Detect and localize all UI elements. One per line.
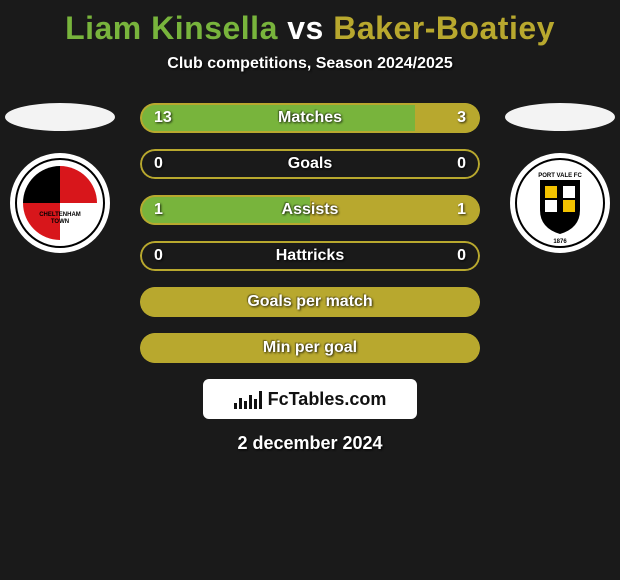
stat-row: Assists1 1 [140,195,480,225]
ellipse-left [5,103,115,131]
svg-text:TOWN: TOWN [51,219,69,225]
stat-value-p1: 13 [140,103,186,133]
brand-chart-icon [234,389,262,409]
stat-row: Hattricks0 0 [140,241,480,271]
stat-row: Matches13 3 [140,103,480,133]
stat-label: Min per goal [140,333,480,363]
stat-label: Goals [140,149,480,179]
vs-word: vs [287,10,324,46]
stat-value-p1: 0 [140,149,177,179]
stat-label: Hattricks [140,241,480,271]
stat-value-p1: 1 [140,195,177,225]
club-left-badge: CHELTENHAM TOWN [10,153,110,253]
stat-label: Goals per match [140,287,480,317]
subtitle: Club competitions, Season 2024/2025 [0,55,620,73]
stat-value-p1: 0 [140,241,177,271]
stat-value-p2: 0 [443,149,480,179]
svg-text:PORT VALE FC: PORT VALE FC [538,173,582,179]
stat-value-p2: 1 [443,195,480,225]
stat-label: Matches [140,103,480,133]
svg-text:CHELTENHAM: CHELTENHAM [39,212,81,218]
stat-row: Goals per match [140,287,480,317]
stat-value-p2: 0 [443,241,480,271]
stat-value-p2: 3 [443,103,480,133]
svg-text:1876: 1876 [553,239,567,245]
port-vale-crest-icon: PORT VALE FC 1876 [515,158,605,248]
brand-text: FcTables.com [268,389,387,410]
cheltenham-crest-icon: CHELTENHAM TOWN [15,158,105,248]
ellipse-right [505,103,615,131]
stat-row: Goals0 0 [140,149,480,179]
club-left-wrap: CHELTENHAM TOWN [0,103,120,253]
brand-badge: FcTables.com [203,379,417,419]
comparison-zone: CHELTENHAM TOWN PORT VALE FC 1876 Matche… [0,103,620,363]
player1-name: Liam Kinsella [65,10,278,46]
stat-bars: Matches133Goals00Assists11Hattricks00Goa… [140,103,480,363]
club-right-badge: PORT VALE FC 1876 [510,153,610,253]
player2-name: Baker-Boatiey [333,10,555,46]
club-right-wrap: PORT VALE FC 1876 [500,103,620,253]
stat-row: Min per goal [140,333,480,363]
page-title: Liam Kinsella vs Baker-Boatiey [0,0,620,47]
footer-date: 2 december 2024 [0,433,620,454]
stat-label: Assists [140,195,480,225]
